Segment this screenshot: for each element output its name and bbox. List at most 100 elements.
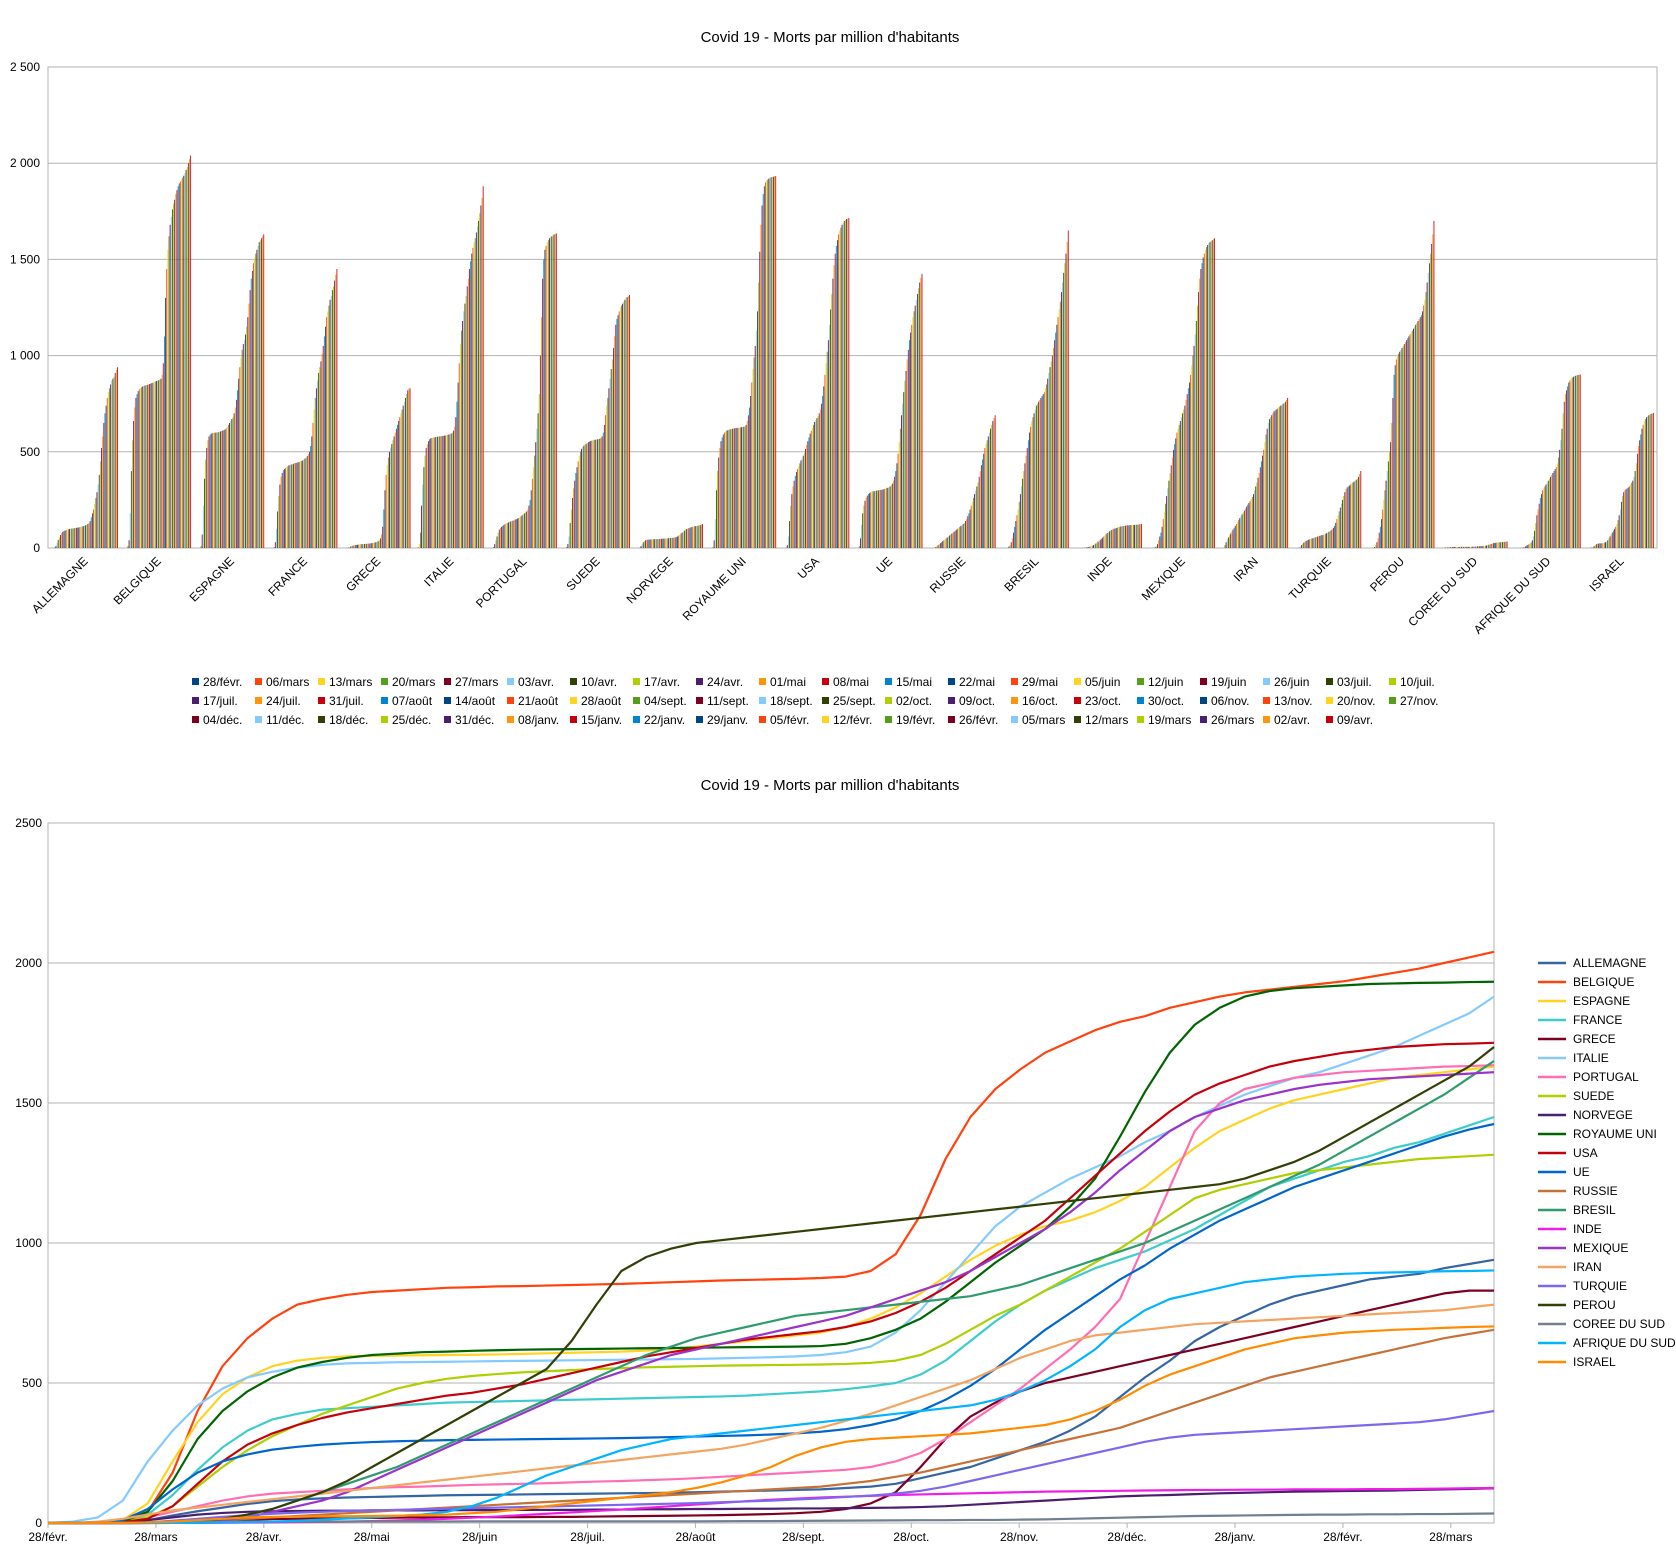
- bar: [134, 407, 136, 548]
- bar: [301, 461, 302, 548]
- bar: [601, 436, 603, 548]
- bar: [1378, 532, 1380, 548]
- legend-swatch: [948, 716, 955, 723]
- bar: [566, 547, 568, 548]
- bar: [97, 484, 99, 548]
- bar: [834, 253, 836, 548]
- bar: [1505, 541, 1507, 548]
- bar: [284, 469, 285, 548]
- legend-label: 17/avr.: [644, 675, 680, 689]
- bar: [1360, 471, 1362, 548]
- bar: [1528, 544, 1530, 548]
- bar: [1329, 531, 1331, 548]
- bar: [1600, 543, 1602, 548]
- bar: [983, 453, 985, 548]
- bar: [1490, 543, 1492, 548]
- bar: [701, 524, 702, 548]
- legend-label: 19/févr.: [896, 713, 935, 727]
- bar: [1632, 480, 1634, 548]
- bar: [1023, 471, 1025, 548]
- bar: [952, 532, 954, 548]
- legend-swatch: [1326, 678, 1333, 685]
- bar: [915, 299, 917, 548]
- bar: [1607, 540, 1609, 548]
- bar: [520, 516, 522, 548]
- bar: [56, 542, 58, 548]
- bar: [831, 294, 833, 548]
- bar: [1610, 534, 1612, 548]
- bar: [1503, 541, 1505, 548]
- bar: [315, 388, 317, 548]
- bar: [769, 177, 771, 548]
- bar: [364, 543, 365, 548]
- bar: [752, 369, 754, 548]
- bar: [861, 524, 862, 548]
- bar: [215, 432, 217, 548]
- bar: [1018, 501, 1020, 548]
- bar: [1243, 510, 1245, 548]
- bar: [1204, 249, 1206, 548]
- bar: [1487, 545, 1489, 548]
- bar: [178, 183, 180, 548]
- bar: [963, 522, 965, 548]
- bar: [943, 540, 945, 548]
- bar: [969, 509, 971, 548]
- bar: [325, 326, 326, 548]
- bar: [1067, 230, 1069, 549]
- bar: [1014, 526, 1016, 548]
- bar: [1393, 374, 1395, 548]
- bar: [1558, 457, 1559, 548]
- bar: [1286, 399, 1287, 548]
- legend-label: 10/avr.: [581, 675, 617, 689]
- bar: [1098, 540, 1100, 548]
- bar: [1475, 546, 1477, 548]
- series-line: [48, 1071, 1495, 1525]
- legend-label: 22/janv.: [644, 713, 685, 727]
- bar: [1556, 463, 1558, 548]
- bar: [1642, 424, 1644, 548]
- bar: [977, 482, 979, 548]
- bar: [1317, 536, 1318, 548]
- bar: [1206, 246, 1207, 548]
- bar: [1305, 540, 1307, 548]
- bar: [968, 513, 970, 548]
- bar: [451, 432, 453, 548]
- bar: [758, 282, 760, 548]
- bar: [584, 444, 586, 548]
- legend-label: 13/nov.: [1274, 694, 1312, 708]
- bar: [220, 431, 221, 548]
- bar: [1048, 372, 1050, 548]
- bar: [1379, 526, 1381, 548]
- bar: [547, 240, 549, 548]
- bar: [99, 461, 101, 548]
- bar: [1499, 542, 1501, 548]
- bar: [585, 443, 587, 548]
- bar: [1117, 527, 1118, 548]
- bar: [824, 374, 826, 548]
- bar: [374, 542, 376, 548]
- bar: [1331, 529, 1333, 548]
- legend-swatch: [507, 678, 514, 685]
- bar: [1624, 490, 1626, 548]
- bar: [786, 545, 788, 548]
- bar: [993, 418, 995, 548]
- legend-label: 05/juin: [1085, 675, 1120, 689]
- bar: [447, 434, 449, 548]
- bar: [1198, 292, 1199, 548]
- bar: [606, 405, 608, 548]
- bar: [58, 537, 60, 548]
- bar: [665, 538, 667, 548]
- legend-swatch: [1011, 716, 1018, 723]
- series-line: [48, 1041, 1495, 1525]
- bar: [509, 521, 510, 548]
- series-line: [48, 1289, 1494, 1525]
- bar: [1154, 547, 1156, 548]
- bar: [555, 233, 557, 548]
- bar: [1058, 309, 1060, 548]
- bar: [1194, 334, 1196, 548]
- bar: [95, 497, 97, 548]
- x-tick-label: 28/juil.: [570, 1530, 605, 1544]
- x-tick-label: 28/mars: [1429, 1530, 1472, 1544]
- bar: [1126, 525, 1127, 548]
